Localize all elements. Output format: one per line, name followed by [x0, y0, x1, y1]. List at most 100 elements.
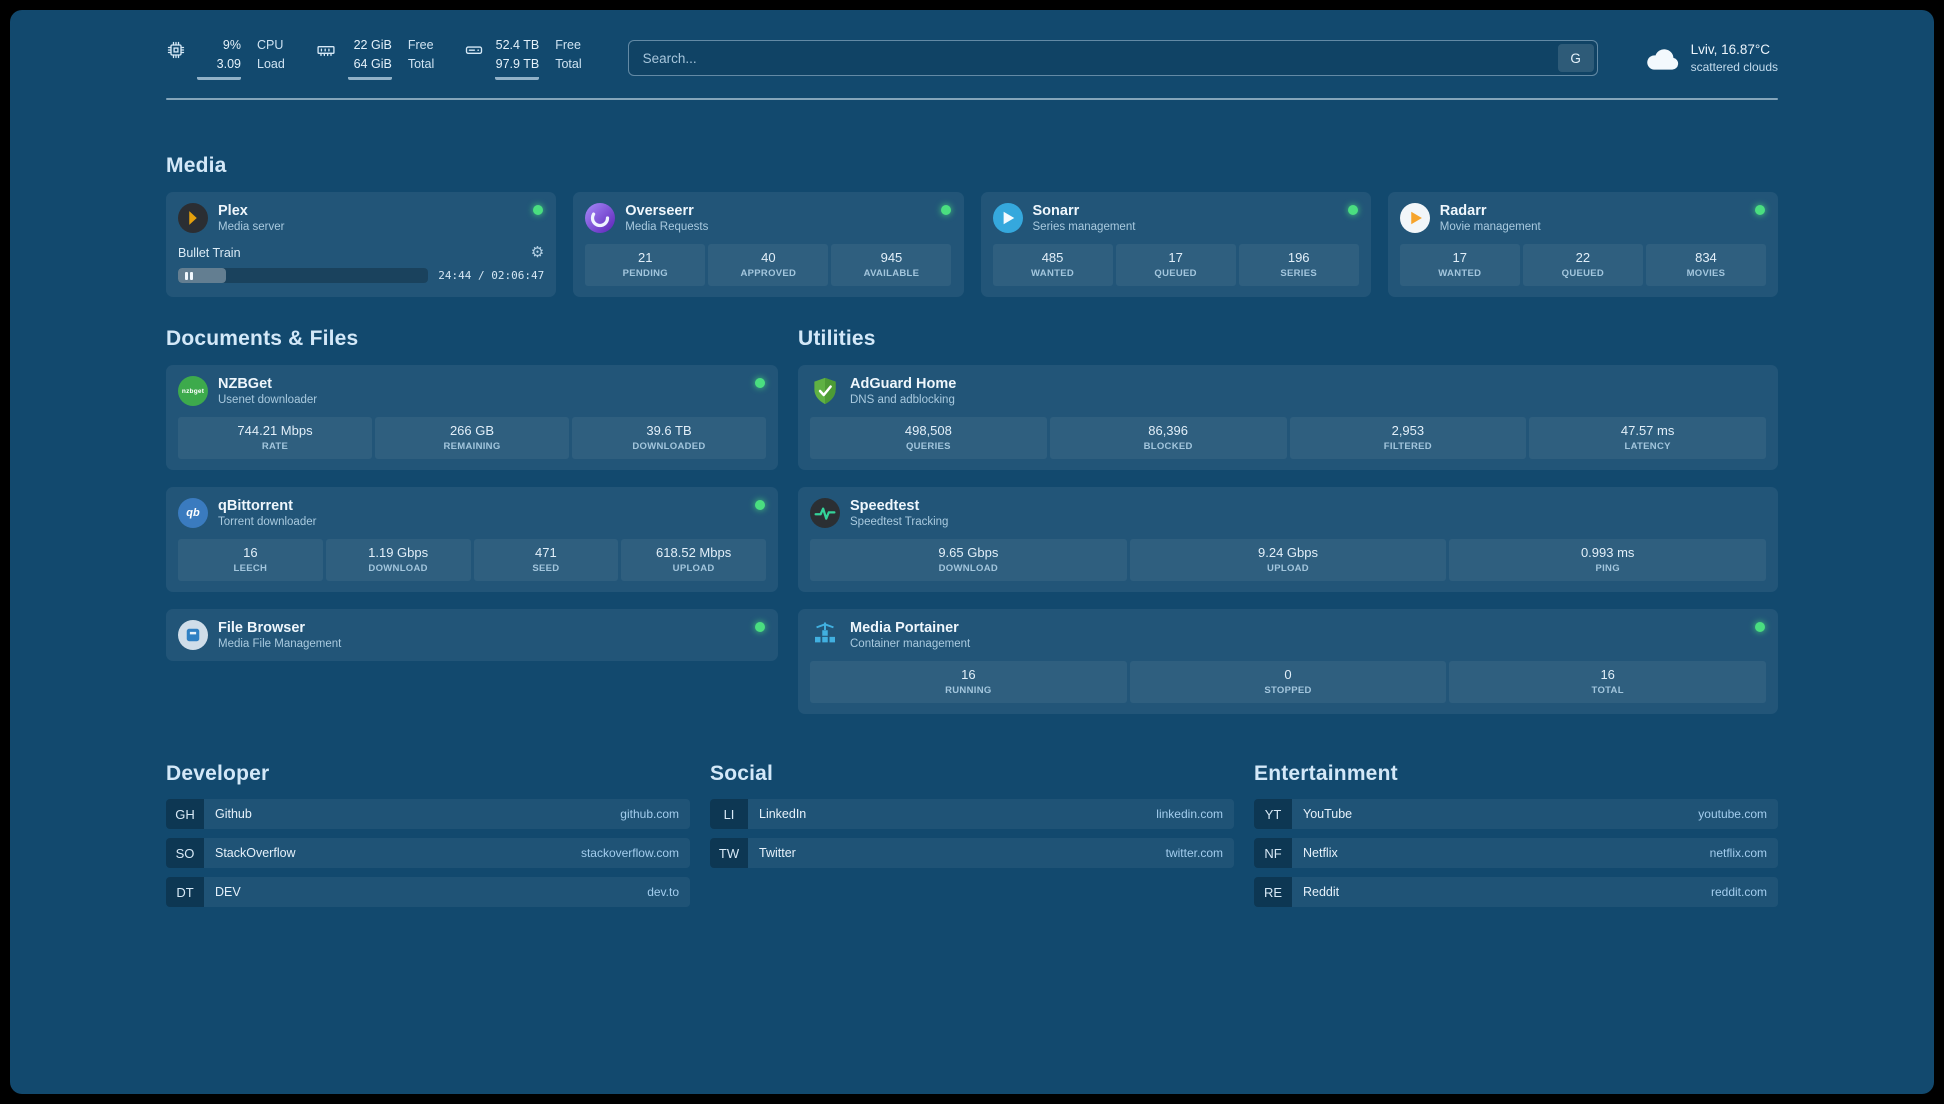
weather-condition: scattered clouds: [1690, 60, 1778, 75]
stat-value: 16: [243, 545, 258, 560]
stat-value: 9.24 Gbps: [1258, 545, 1318, 560]
stat-leech: 16 LEECH: [178, 539, 323, 581]
bookmark-abbr: RE: [1254, 877, 1292, 907]
service-name: Sonarr: [1032, 203, 1080, 219]
status-dot-online: [755, 622, 765, 632]
stat-wanted: 17 WANTED: [1399, 244, 1520, 286]
bookmark-github[interactable]: GH Github github.com: [166, 799, 690, 829]
portainer-icon: [810, 620, 840, 650]
bookmark-twitter[interactable]: TW Twitter twitter.com: [710, 838, 1234, 868]
bookmark-linkedin[interactable]: LI LinkedIn linkedin.com: [710, 799, 1234, 829]
weather-widget: Lviv, 16.87°C scattered clouds: [1644, 40, 1778, 77]
cpu-load-label: Load: [257, 56, 285, 71]
playback-progress-bar[interactable]: [178, 268, 429, 283]
stat-total: 16 TOTAL: [1449, 661, 1767, 703]
stat-pending: 21 PENDING: [585, 244, 706, 286]
topbar-divider: [166, 98, 1778, 100]
now-playing-title: Bullet Train: [178, 245, 241, 260]
plex-icon: [178, 203, 208, 233]
stat-label: RATE: [261, 441, 289, 452]
bookmark-abbr: YT: [1254, 799, 1292, 829]
service-card-overseerr[interactable]: Overseerr Media Requests 21 PENDING 40 A…: [573, 192, 964, 297]
service-card-nzbget[interactable]: nzbget NZBGet Usenet downloader 744.21 M…: [166, 365, 778, 470]
stat-value: 744.21 Mbps: [237, 423, 313, 438]
dashboard-panel: 9% 3.09 CPU Load: [10, 10, 1934, 1094]
stat-label: AVAILABLE: [863, 268, 920, 279]
stat-value: 16: [961, 667, 976, 682]
cpu-labels: CPU Load: [257, 36, 285, 81]
stat-value: 86,396: [1148, 423, 1188, 438]
bookmark-abbr: TW: [710, 838, 748, 868]
stat-queries: 498,508 QUERIES: [810, 417, 1047, 459]
stat-value: 17: [1168, 250, 1183, 265]
bookmark-abbr: DT: [166, 877, 204, 907]
service-card-sonarr[interactable]: Sonarr Series management 485 WANTED 17 Q…: [980, 192, 1371, 297]
filebrowser-icon: [178, 620, 208, 650]
service-card-speedtest[interactable]: Speedtest Speedtest Tracking 9.65 Gbps D…: [798, 487, 1778, 592]
radarr-icon: [1399, 203, 1430, 233]
bookmark-url: netflix.com: [1709, 846, 1767, 860]
overseerr-icon: [585, 203, 616, 233]
cpu-values: 9% 3.09: [197, 36, 241, 81]
service-description: Usenet downloader: [218, 394, 318, 406]
bookmark-name: Reddit: [1303, 885, 1340, 899]
weather-location: Lviv, 16.87°C: [1690, 41, 1771, 57]
bookmark-name: YouTube: [1303, 807, 1353, 821]
bookmark-url: github.com: [620, 807, 679, 821]
section-title-entertainment: Entertainment: [1254, 762, 1398, 785]
stat-label: UPLOAD: [1267, 563, 1309, 574]
section-title-developer: Developer: [166, 762, 270, 785]
disk-values: 52.4 TB 97.9 TB: [495, 36, 540, 81]
service-description: Movie management: [1439, 221, 1541, 233]
service-description: DNS and adblocking: [850, 394, 955, 406]
stat-series: 196 SERIES: [1238, 244, 1359, 286]
section-utilities: Utilities AdGuard Home: [798, 327, 1778, 714]
stat-value: 0: [1284, 667, 1292, 682]
stat-download: 9.65 Gbps DOWNLOAD: [810, 539, 1127, 581]
stat-value: 21: [638, 250, 653, 265]
bookmark-stackoverflow[interactable]: SO StackOverflow stackoverflow.com: [166, 838, 690, 868]
pause-icon[interactable]: [185, 268, 193, 283]
stat-remaining: 266 GB REMAINING: [375, 417, 569, 459]
service-card-adguard[interactable]: AdGuard Home DNS and adblocking 498,508 …: [798, 365, 1778, 470]
bookmark-url: linkedin.com: [1156, 807, 1223, 821]
stat-blocked: 86,396 BLOCKED: [1049, 417, 1287, 459]
stat-upload: 9.24 Gbps UPLOAD: [1129, 539, 1447, 581]
search-input[interactable]: [627, 40, 1598, 76]
stat-value: 196: [1287, 250, 1310, 265]
status-dot-online: [1755, 205, 1765, 215]
status-dot-online: [1755, 622, 1765, 632]
service-card-radarr[interactable]: Radarr Movie management 17 WANTED 22 QUE…: [1387, 192, 1778, 297]
stat-label: DOWNLOAD: [368, 563, 428, 574]
bookmark-url: reddit.com: [1710, 885, 1767, 899]
service-name: NZBGet: [218, 376, 272, 392]
stat-label: DOWNLOADED: [632, 441, 706, 452]
service-card-portainer[interactable]: Media Portainer Container management 16 …: [798, 609, 1778, 714]
memory-free-label: Free: [407, 37, 434, 52]
stat-label: WANTED: [1438, 268, 1482, 279]
bookmark-name: Twitter: [759, 846, 796, 860]
stat-label: SERIES: [1280, 268, 1318, 279]
stat-value: 0.993 ms: [1580, 545, 1635, 560]
top-bar: 9% 3.09 CPU Load: [166, 34, 1778, 82]
bookmark-youtube[interactable]: YT YouTube youtube.com: [1254, 799, 1778, 829]
bookmark-url: dev.to: [647, 885, 679, 899]
bookmark-dev[interactable]: DT DEV dev.to: [166, 877, 690, 907]
service-name: AdGuard Home: [850, 376, 957, 392]
service-card-qbittorrent[interactable]: qb qBittorrent Torrent downloader 16 LEE…: [166, 487, 778, 592]
gear-icon[interactable]: ⚙: [530, 244, 545, 261]
service-card-filebrowser[interactable]: File Browser Media File Management: [166, 609, 778, 661]
bookmark-reddit[interactable]: RE Reddit reddit.com: [1254, 877, 1778, 907]
stat-label: QUERIES: [905, 441, 951, 452]
service-card-plex[interactable]: Plex Media server Bullet Train ⚙ 24:44 /…: [166, 192, 557, 297]
service-name: Plex: [218, 203, 248, 219]
qbittorrent-icon: qb: [178, 498, 208, 528]
bookmark-url: stackoverflow.com: [580, 846, 679, 860]
section-media: Media Plex Media server Bullet Train ⚙: [166, 154, 1778, 297]
memory-labels: Free Total: [408, 36, 434, 81]
stat-value: 17: [1452, 250, 1468, 265]
search-provider-button[interactable]: G: [1557, 44, 1594, 72]
stat-downloaded: 39.6 TB DOWNLOADED: [572, 417, 766, 459]
cpu-percent: 9%: [222, 37, 241, 52]
bookmark-netflix[interactable]: NF Netflix netflix.com: [1254, 838, 1778, 868]
